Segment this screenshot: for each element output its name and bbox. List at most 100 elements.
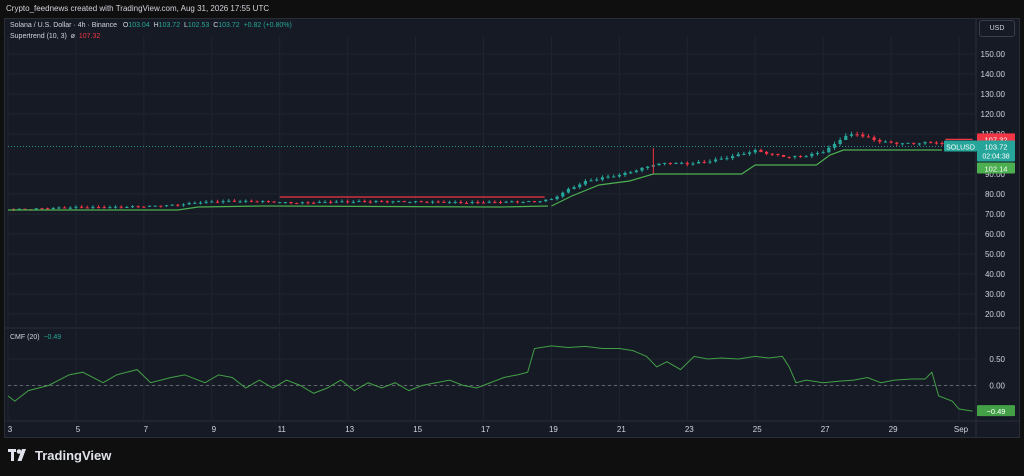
candle-body bbox=[232, 200, 237, 202]
symbol-title: Solana / U.S. Dollar · 4h · Binance bbox=[10, 22, 117, 29]
candle-body bbox=[385, 201, 389, 203]
high-label: H bbox=[153, 22, 159, 29]
candle-body bbox=[527, 201, 531, 203]
price-axis-label: 130.00 bbox=[981, 90, 1006, 99]
candle-body bbox=[883, 141, 888, 143]
candle-body bbox=[804, 156, 808, 158]
candle-body bbox=[266, 201, 270, 203]
chart-canvas[interactable]: 20.0030.0040.0050.0060.0070.0080.0090.00… bbox=[0, 0, 1024, 440]
candle-body bbox=[872, 137, 876, 141]
candle-body bbox=[357, 201, 361, 203]
candle-body bbox=[781, 154, 786, 157]
candle-body bbox=[57, 207, 61, 209]
currency-button[interactable]: USD bbox=[979, 20, 1015, 37]
candle-body bbox=[323, 201, 327, 203]
candle-body bbox=[481, 202, 486, 204]
time-axis-label: 5 bbox=[76, 425, 81, 434]
candle-body bbox=[283, 202, 287, 204]
candle-body bbox=[34, 208, 38, 210]
candle-body bbox=[623, 172, 627, 175]
candle-body bbox=[413, 201, 418, 203]
candle-body bbox=[521, 201, 525, 203]
candle-body bbox=[17, 208, 21, 210]
candle-body bbox=[923, 142, 927, 144]
supertrend-up-line bbox=[551, 149, 943, 207]
candle-body bbox=[895, 142, 899, 144]
cmf-value-tag bbox=[977, 405, 1015, 417]
candle-body bbox=[391, 201, 395, 203]
candle-body bbox=[742, 153, 746, 155]
candle-body bbox=[640, 167, 644, 171]
price-axis-label: 80.00 bbox=[985, 190, 1006, 199]
candle-body bbox=[136, 206, 140, 208]
candle-body bbox=[493, 201, 497, 203]
candle-body bbox=[425, 201, 429, 203]
candle-body bbox=[130, 206, 135, 208]
candle-body bbox=[827, 147, 831, 153]
candle-body bbox=[498, 201, 503, 203]
candle-body bbox=[753, 149, 757, 153]
candle-body bbox=[934, 142, 938, 144]
chart-frame bbox=[4, 18, 1020, 438]
candle-body bbox=[606, 176, 610, 178]
time-axis-label: 19 bbox=[549, 425, 558, 434]
candle-body bbox=[668, 162, 672, 164]
candle-body bbox=[187, 202, 191, 205]
close-label: C bbox=[213, 22, 219, 29]
candle-body bbox=[204, 201, 208, 203]
candle-body bbox=[555, 196, 559, 200]
time-axis-label: 17 bbox=[481, 425, 490, 434]
open-label: O bbox=[122, 22, 129, 29]
candle-body bbox=[470, 202, 474, 204]
candle-body bbox=[929, 142, 933, 144]
candle-body bbox=[697, 161, 701, 164]
candle-body bbox=[600, 177, 604, 180]
candle-body bbox=[300, 202, 304, 204]
footer bbox=[0, 440, 1024, 476]
candle-body bbox=[844, 135, 848, 140]
candle-body bbox=[125, 207, 129, 209]
candle-body bbox=[866, 136, 871, 138]
candle-body bbox=[685, 162, 689, 165]
candle-body bbox=[119, 206, 123, 208]
candle-body bbox=[861, 134, 865, 137]
candle-body bbox=[340, 201, 344, 203]
supertrend-label: Supertrend (10, 3) bbox=[10, 33, 67, 40]
candle-body bbox=[351, 201, 355, 203]
candle-body bbox=[63, 207, 67, 209]
candle-body bbox=[674, 163, 678, 165]
candle-body bbox=[153, 205, 157, 207]
candle-body bbox=[255, 201, 259, 203]
tradingview-logo-icon bbox=[8, 449, 26, 461]
candle-body bbox=[538, 201, 542, 203]
candle-body bbox=[402, 201, 406, 203]
candle-body bbox=[278, 202, 282, 204]
candle-body bbox=[510, 201, 514, 203]
candle-body bbox=[787, 156, 791, 158]
last-price-tag-text: 103.72 bbox=[985, 143, 1008, 152]
open-value: 103.04 bbox=[128, 22, 150, 29]
candle-body bbox=[408, 201, 412, 203]
candle-body bbox=[164, 205, 169, 207]
candle-body bbox=[878, 140, 882, 142]
candle-body bbox=[515, 201, 520, 203]
candle-body bbox=[227, 200, 231, 202]
candle-body bbox=[147, 205, 152, 207]
candle-body bbox=[663, 162, 667, 164]
candle-body bbox=[142, 206, 146, 208]
candle-body bbox=[572, 187, 576, 189]
candle-body bbox=[346, 201, 350, 203]
candle-body bbox=[198, 202, 203, 204]
candle-body bbox=[380, 201, 384, 203]
candle-body bbox=[776, 153, 780, 155]
candle-body bbox=[504, 201, 508, 203]
time-axis-label: 15 bbox=[413, 425, 422, 434]
candle-body bbox=[793, 156, 797, 158]
candle-body bbox=[334, 201, 338, 203]
supertrend-value: 107.32 bbox=[78, 33, 101, 40]
chart-credit: Crypto_feednews created with TradingView… bbox=[6, 4, 270, 13]
candle-body bbox=[108, 207, 112, 209]
candle-body bbox=[764, 151, 769, 154]
tradingview-wordmark: TradingView bbox=[35, 448, 112, 463]
candle-body bbox=[210, 201, 214, 203]
